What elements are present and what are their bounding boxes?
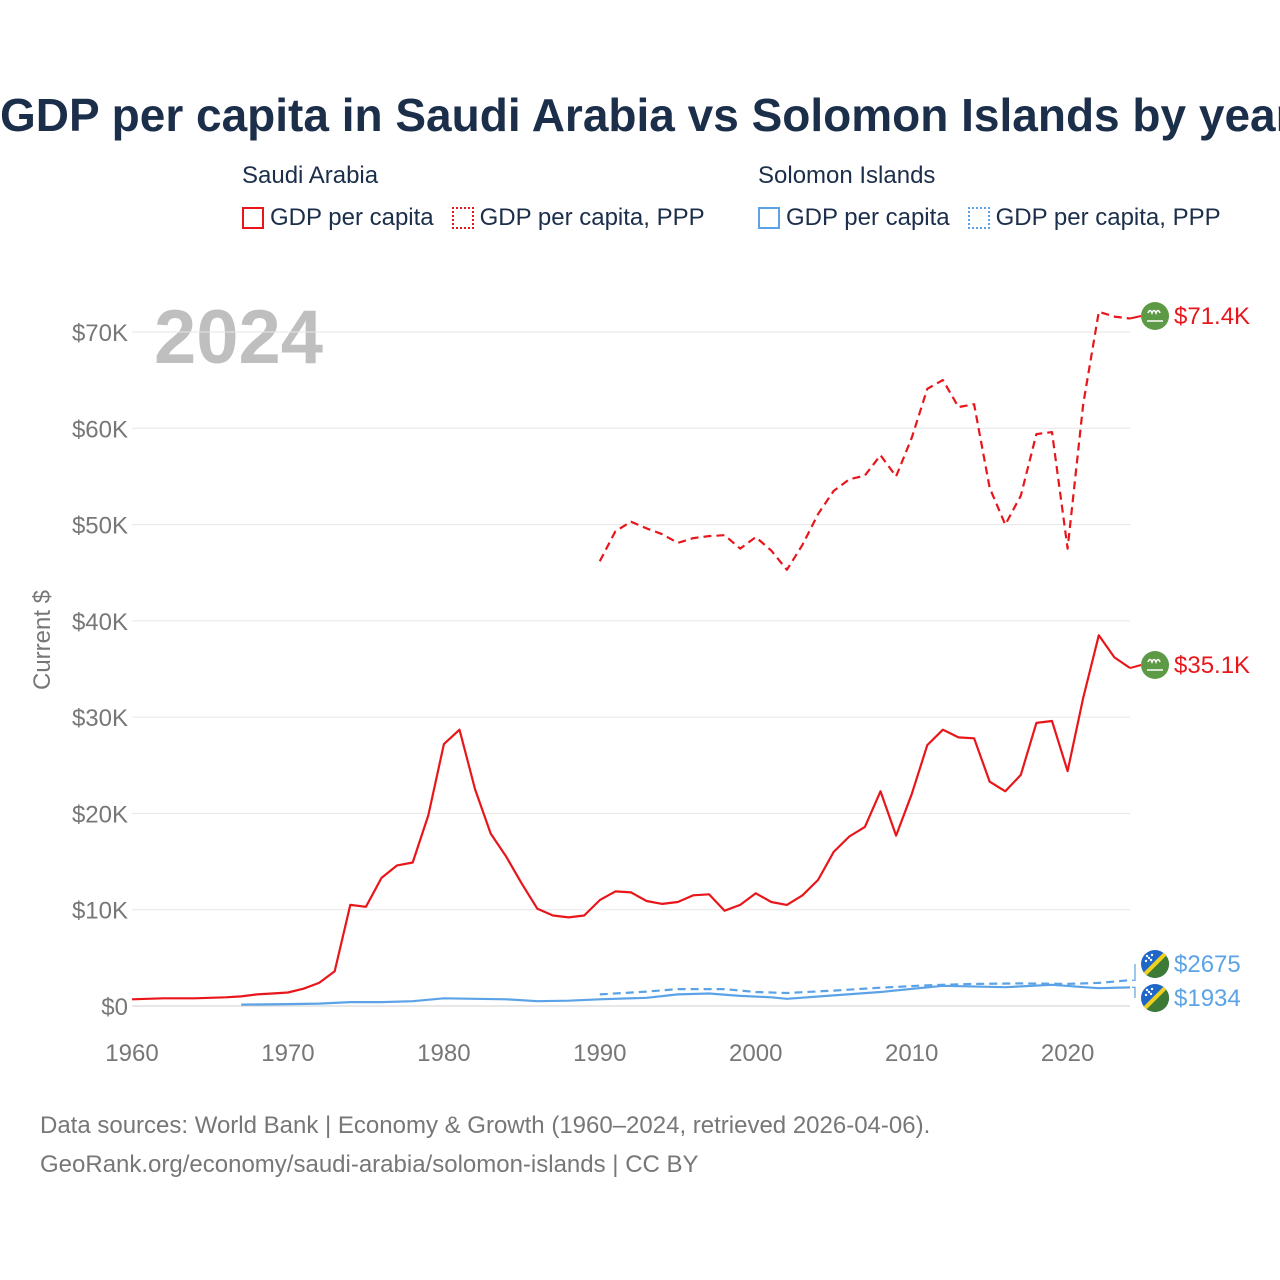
end-label-leader: [1132, 986, 1136, 998]
series-lines: [131, 310, 1131, 1006]
flag-star: [1149, 992, 1153, 996]
x-tick-label: 2010: [885, 1040, 938, 1067]
legend-swatch-dotted: [967, 207, 990, 229]
y-tick-label: $30K: [72, 705, 128, 732]
end-label-leader: [1129, 664, 1142, 670]
saudi-arabia-flag-icon: [1141, 302, 1169, 330]
year-label: 2024: [154, 295, 323, 380]
footer: Data sources: World Bank | Economy & Gro…: [40, 1106, 930, 1184]
x-tick-label: 1970: [261, 1040, 314, 1067]
footer-sources: Data sources: World Bank | Economy & Gro…: [40, 1112, 931, 1139]
footer-link[interactable]: GeoRank.org/economy/saudi-arabia/solomon…: [40, 1151, 699, 1178]
legend-item-saudi-gdp-ppp[interactable]: GDP per capita, PPP: [451, 204, 705, 232]
x-axis-ticks: 1960 1970 1980 1990 2000 2010 2020: [105, 1040, 1094, 1067]
legend-country-label: Saudi Arabia: [242, 162, 379, 189]
y-tick-label: $0: [101, 994, 128, 1021]
legend-swatch-solid: [758, 207, 780, 229]
y-axis-ticks: $0 $10K $20K $30K $40K $50K $60K $70K: [72, 320, 128, 1021]
legend-item-solomon-gdp-ppp[interactable]: GDP per capita, PPP: [967, 204, 1221, 232]
legend-item-saudi-gdp[interactable]: GDP per capita: [242, 204, 434, 232]
saudi-arabia-flag-icon: [1141, 651, 1169, 679]
legend-item-label: GDP per capita: [270, 204, 434, 231]
end-value-label: $35.1K: [1174, 652, 1250, 679]
flag-star: [1147, 956, 1151, 960]
y-tick-label: $20K: [72, 801, 128, 828]
y-tick-label: $50K: [72, 513, 128, 540]
legend-group-solomon-islands: Solomon Islands GDP per capita GDP per c…: [758, 162, 1221, 232]
flag-emblem: [1147, 658, 1163, 671]
flag-emblem: [1147, 309, 1163, 322]
legend-country-label: Solomon Islands: [758, 162, 936, 189]
flag-star: [1145, 988, 1149, 992]
x-tick-label: 1960: [105, 1040, 158, 1067]
end-value-label: $2675: [1174, 951, 1241, 978]
series-line: [131, 634, 1131, 1001]
series-line: [599, 979, 1131, 996]
legend-group-saudi-arabia: Saudi Arabia GDP per capita GDP per capi…: [242, 162, 705, 232]
legend-item-label: GDP per capita, PPP: [995, 204, 1221, 231]
flag-disc: [1141, 651, 1169, 679]
y-tick-label: $70K: [72, 320, 128, 347]
legend-item-label: GDP per capita: [786, 204, 950, 231]
flag-star: [1150, 953, 1154, 957]
chart-title: GDP per capita in Saudi Arabia vs Solomo…: [0, 89, 1280, 141]
end-value-label: $71.4K: [1174, 303, 1250, 330]
legend-item-label: GDP per capita, PPP: [479, 204, 705, 231]
x-tick-label: 2000: [729, 1040, 782, 1067]
y-tick-label: $10K: [72, 898, 128, 925]
x-tick-label: 2020: [1041, 1040, 1094, 1067]
end-label-leader: [1132, 964, 1136, 981]
end-label-leader: [1129, 315, 1142, 320]
flag-star: [1149, 958, 1153, 962]
solomon-islands-flag-icon: [1141, 984, 1169, 1012]
flag-star: [1147, 990, 1151, 994]
series-line: [598, 310, 1131, 571]
y-axis-label: Current $: [29, 590, 56, 690]
flag-star: [1145, 954, 1149, 958]
end-value-label: $1934: [1174, 985, 1241, 1012]
series-line: [241, 983, 1131, 1006]
gridlines: [132, 331, 1130, 1007]
solomon-islands-flag-icon: [1141, 950, 1169, 978]
flag-star: [1144, 993, 1148, 997]
x-tick-label: 1980: [417, 1040, 470, 1067]
end-labels: $35.1K $71.4K $1934 $2675: [1129, 302, 1250, 1012]
legend-swatch-dotted: [451, 207, 474, 229]
flag-disc: [1141, 302, 1169, 330]
y-tick-label: $40K: [72, 609, 128, 636]
legend-swatch-solid: [242, 207, 264, 229]
legend-item-solomon-gdp[interactable]: GDP per capita: [758, 204, 950, 232]
y-tick-label: $60K: [72, 416, 128, 443]
flag-star: [1150, 987, 1154, 991]
x-tick-label: 1990: [573, 1040, 626, 1067]
flag-star: [1144, 959, 1148, 963]
